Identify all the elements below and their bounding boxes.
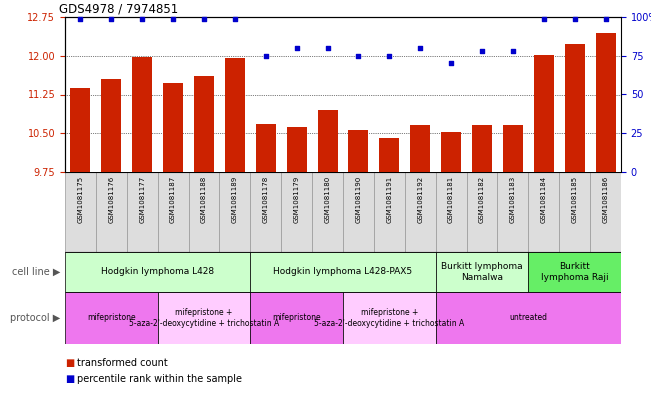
Point bbox=[199, 15, 209, 22]
Bar bbox=[503, 125, 523, 172]
FancyBboxPatch shape bbox=[529, 252, 621, 292]
Text: GSM1081187: GSM1081187 bbox=[170, 176, 176, 223]
Point bbox=[230, 15, 240, 22]
FancyBboxPatch shape bbox=[467, 172, 497, 252]
Text: Hodgkin lymphoma L428: Hodgkin lymphoma L428 bbox=[101, 268, 214, 277]
Point bbox=[477, 48, 487, 54]
Bar bbox=[564, 44, 585, 172]
Text: GSM1081192: GSM1081192 bbox=[417, 176, 423, 223]
Bar bbox=[132, 57, 152, 172]
FancyBboxPatch shape bbox=[436, 252, 529, 292]
Point bbox=[168, 15, 178, 22]
Text: ■: ■ bbox=[65, 358, 74, 368]
Text: untreated: untreated bbox=[509, 314, 547, 323]
Point bbox=[322, 45, 333, 51]
Text: GSM1081189: GSM1081189 bbox=[232, 176, 238, 223]
Point bbox=[415, 45, 426, 51]
Bar bbox=[410, 125, 430, 172]
Bar bbox=[256, 125, 276, 172]
Text: protocol ▶: protocol ▶ bbox=[10, 313, 60, 323]
FancyBboxPatch shape bbox=[497, 172, 529, 252]
FancyBboxPatch shape bbox=[374, 172, 405, 252]
Text: mifepristone +
5-aza-2'-deoxycytidine + trichostatin A: mifepristone + 5-aza-2'-deoxycytidine + … bbox=[129, 308, 279, 328]
FancyBboxPatch shape bbox=[251, 292, 343, 344]
FancyBboxPatch shape bbox=[559, 172, 590, 252]
FancyBboxPatch shape bbox=[405, 172, 436, 252]
FancyBboxPatch shape bbox=[65, 252, 251, 292]
Point bbox=[292, 45, 302, 51]
Bar bbox=[441, 132, 461, 172]
Bar bbox=[534, 55, 554, 172]
Text: GDS4978 / 7974851: GDS4978 / 7974851 bbox=[59, 3, 178, 16]
Text: GSM1081190: GSM1081190 bbox=[355, 176, 361, 223]
FancyBboxPatch shape bbox=[189, 172, 219, 252]
Point bbox=[106, 15, 117, 22]
Point bbox=[446, 61, 456, 67]
Bar bbox=[472, 125, 492, 172]
Text: GSM1081185: GSM1081185 bbox=[572, 176, 577, 223]
FancyBboxPatch shape bbox=[65, 172, 96, 252]
FancyBboxPatch shape bbox=[436, 172, 467, 252]
Text: GSM1081182: GSM1081182 bbox=[479, 176, 485, 223]
Text: GSM1081183: GSM1081183 bbox=[510, 176, 516, 223]
FancyBboxPatch shape bbox=[590, 172, 621, 252]
Text: GSM1081181: GSM1081181 bbox=[448, 176, 454, 223]
Bar bbox=[194, 76, 214, 172]
Text: ■: ■ bbox=[65, 374, 74, 384]
FancyBboxPatch shape bbox=[251, 252, 436, 292]
FancyBboxPatch shape bbox=[219, 172, 251, 252]
FancyBboxPatch shape bbox=[65, 292, 158, 344]
Text: mifepristone: mifepristone bbox=[272, 314, 321, 323]
FancyBboxPatch shape bbox=[251, 172, 281, 252]
Point bbox=[137, 15, 147, 22]
Point bbox=[508, 48, 518, 54]
FancyBboxPatch shape bbox=[436, 292, 621, 344]
Text: GSM1081180: GSM1081180 bbox=[325, 176, 331, 223]
Text: GSM1081184: GSM1081184 bbox=[541, 176, 547, 223]
Text: GSM1081191: GSM1081191 bbox=[386, 176, 393, 223]
Bar bbox=[102, 79, 121, 172]
Point bbox=[570, 15, 580, 22]
Bar bbox=[163, 83, 183, 172]
FancyBboxPatch shape bbox=[158, 172, 189, 252]
Text: GSM1081188: GSM1081188 bbox=[201, 176, 207, 223]
Text: percentile rank within the sample: percentile rank within the sample bbox=[77, 374, 242, 384]
FancyBboxPatch shape bbox=[343, 172, 374, 252]
Point bbox=[538, 15, 549, 22]
Bar bbox=[225, 58, 245, 172]
FancyBboxPatch shape bbox=[343, 292, 436, 344]
Point bbox=[76, 15, 86, 22]
Text: Hodgkin lymphoma L428-PAX5: Hodgkin lymphoma L428-PAX5 bbox=[273, 268, 413, 277]
Text: GSM1081176: GSM1081176 bbox=[108, 176, 115, 223]
FancyBboxPatch shape bbox=[529, 172, 559, 252]
Text: mifepristone: mifepristone bbox=[87, 314, 135, 323]
Bar bbox=[286, 127, 307, 172]
FancyBboxPatch shape bbox=[281, 172, 312, 252]
Bar bbox=[348, 130, 368, 172]
FancyBboxPatch shape bbox=[127, 172, 158, 252]
Point bbox=[260, 53, 271, 59]
Text: mifepristone +
5-aza-2'-deoxycytidine + trichostatin A: mifepristone + 5-aza-2'-deoxycytidine + … bbox=[314, 308, 464, 328]
Text: cell line ▶: cell line ▶ bbox=[12, 267, 60, 277]
Text: GSM1081178: GSM1081178 bbox=[263, 176, 269, 223]
Bar bbox=[70, 88, 90, 172]
Text: GSM1081177: GSM1081177 bbox=[139, 176, 145, 223]
Point bbox=[600, 15, 611, 22]
Text: Burkitt lymphoma
Namalwa: Burkitt lymphoma Namalwa bbox=[441, 262, 523, 282]
FancyBboxPatch shape bbox=[312, 172, 343, 252]
Text: GSM1081175: GSM1081175 bbox=[77, 176, 83, 223]
Point bbox=[353, 53, 364, 59]
Bar bbox=[380, 138, 399, 172]
Text: Burkitt
lymphoma Raji: Burkitt lymphoma Raji bbox=[541, 262, 609, 282]
Bar bbox=[318, 110, 338, 172]
Text: GSM1081179: GSM1081179 bbox=[294, 176, 299, 223]
Text: transformed count: transformed count bbox=[77, 358, 168, 368]
Bar bbox=[596, 33, 616, 172]
FancyBboxPatch shape bbox=[158, 292, 251, 344]
Text: GSM1081186: GSM1081186 bbox=[603, 176, 609, 223]
FancyBboxPatch shape bbox=[96, 172, 127, 252]
Point bbox=[384, 53, 395, 59]
